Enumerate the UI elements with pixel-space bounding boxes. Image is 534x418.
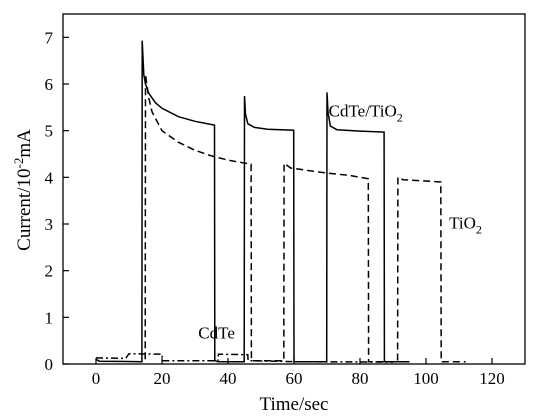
x-tick-label-0: 0 <box>92 369 101 388</box>
x-tick-label-6: 120 <box>479 369 505 388</box>
y-tick-label-6: 6 <box>45 75 54 94</box>
series-line-cdte-tio2 <box>95 40 410 363</box>
series-labels: CdTe/TiO2 TiO2 CdTe <box>198 102 482 343</box>
axis-ticks: 0 20 40 60 80 100 120 0 1 2 3 4 5 6 7 <box>45 28 505 388</box>
x-tick-label-1: 20 <box>154 369 171 388</box>
series-line-cdte <box>95 352 394 363</box>
series-line-tio2 <box>144 74 466 363</box>
y-tick-label-5: 5 <box>45 122 54 141</box>
y-tick-label-7: 7 <box>45 28 54 47</box>
y-axis-label-unit: mA <box>14 129 35 158</box>
y-tick-label-1: 1 <box>45 308 54 327</box>
x-tick-label-4: 80 <box>352 369 369 388</box>
y-tick-label-3: 3 <box>45 215 54 234</box>
x-axis-label: Time/sec <box>260 394 329 415</box>
series-label-tio2: TiO2 <box>449 214 482 237</box>
y-axis-label-base: Current/10 <box>14 169 35 251</box>
x-tick-label-2: 40 <box>220 369 237 388</box>
series-layer <box>95 40 466 363</box>
series-label-cdte: CdTe <box>198 323 235 342</box>
x-tick-label-5: 100 <box>413 369 439 388</box>
y-tick-label-2: 2 <box>45 262 54 281</box>
series-label-cdte-tio2: CdTe/TiO2 <box>329 102 403 125</box>
x-tick-label-3: 60 <box>286 369 303 388</box>
y-axis-label: Current/10-2mA <box>11 129 35 251</box>
y-tick-label-0: 0 <box>45 355 54 374</box>
y-axis-label-exponent: -2 <box>11 158 26 169</box>
y-tick-label-4: 4 <box>45 168 54 187</box>
